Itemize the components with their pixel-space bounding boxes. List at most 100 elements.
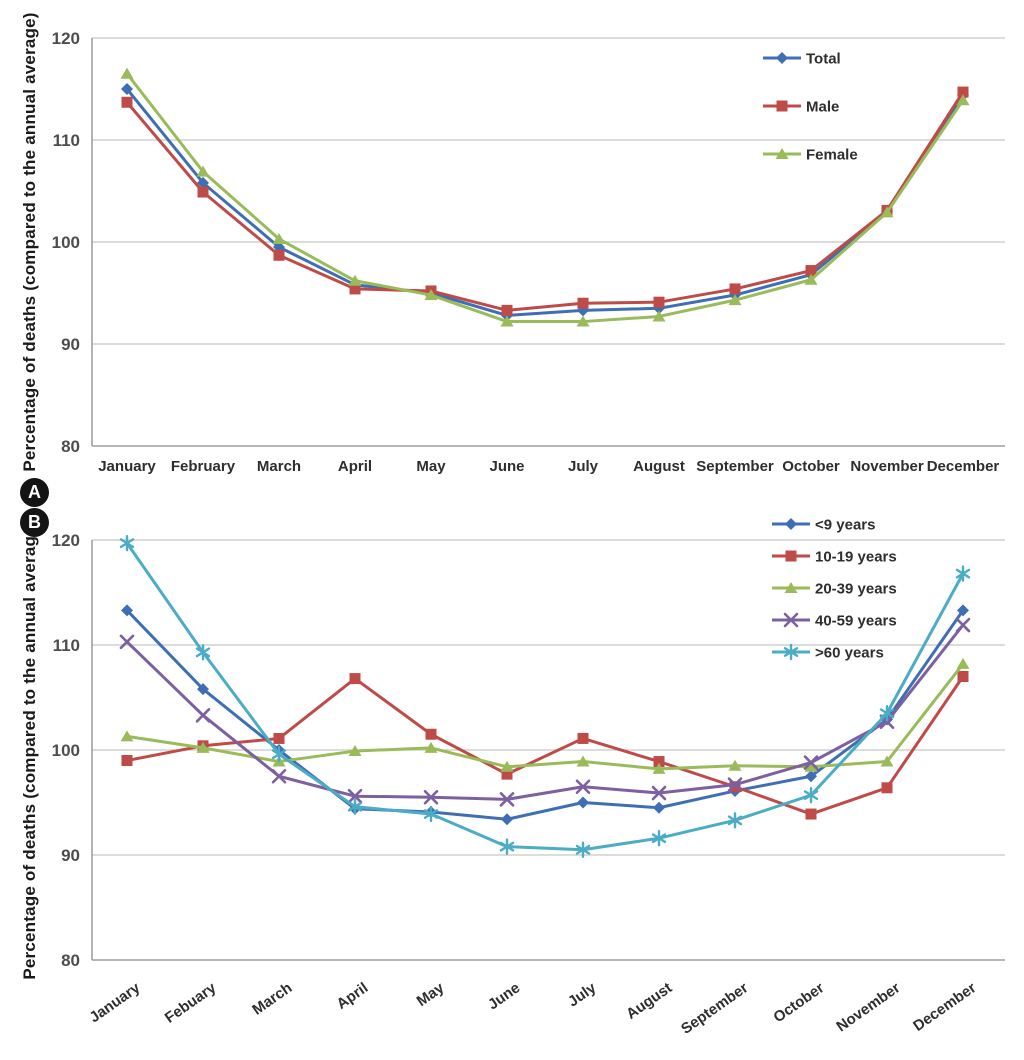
square-marker — [577, 732, 589, 744]
x-tick-label-november: November — [850, 458, 924, 475]
x-tick-label-april: April — [334, 979, 372, 1013]
x-tick-label-july: July — [565, 979, 600, 1011]
x-marker — [803, 755, 819, 770]
square-marker — [729, 283, 741, 295]
x-marker — [783, 612, 799, 628]
asterisk-marker — [271, 746, 287, 763]
legend-label: Male — [806, 99, 839, 116]
square-marker — [273, 732, 285, 744]
triangle-marker — [272, 232, 286, 244]
diamond-marker — [197, 176, 209, 189]
triangle-marker — [576, 755, 590, 767]
y-tick-label: 90 — [61, 335, 80, 354]
axes — [91, 38, 1005, 447]
asterisk-marker — [783, 643, 799, 661]
y-tick-label: 120 — [52, 531, 80, 550]
chart-a: 80 90 100 110 120 January February March April Ma… — [52, 29, 1005, 475]
diamond-marker — [501, 813, 513, 826]
square-marker — [805, 808, 817, 820]
legend-item-60-years: >60 years — [772, 643, 884, 662]
square-marker — [957, 86, 969, 98]
series-male — [121, 86, 969, 316]
legend-item-9-years: <9 years — [772, 517, 875, 534]
y-tick-label: 110 — [53, 131, 80, 150]
x-tick-labels: January Febuary March April May June July Augus… — [86, 979, 979, 1038]
legend-item-20-39-years: 20-39 years — [772, 581, 897, 598]
triangle-marker — [500, 315, 514, 327]
asterisk-marker — [955, 565, 971, 582]
triangle-marker — [424, 741, 438, 753]
legend-label: Female — [806, 147, 858, 164]
square-marker — [273, 249, 285, 261]
diamond-marker — [805, 770, 817, 783]
asterisk-marker — [423, 805, 439, 823]
x-tick-label-august: August — [623, 979, 675, 1023]
x-tick-label-february: February — [171, 458, 236, 475]
x-tick-label-febuary: Febuary — [162, 979, 220, 1027]
legend-label: <9 years — [815, 517, 875, 534]
diamond-marker — [785, 518, 797, 530]
legend-label: 40-59 years — [815, 613, 897, 630]
y-tick-label: 80 — [61, 437, 80, 456]
asterisk-marker — [195, 644, 211, 661]
series-line — [125, 609, 965, 821]
square-marker — [425, 728, 437, 740]
y-tick-label: 90 — [61, 846, 80, 865]
square-marker — [121, 96, 133, 108]
x-marker — [195, 708, 211, 723]
x-tick-label-august: August — [633, 458, 685, 475]
x-tick-label-march: March — [249, 979, 295, 1018]
triangle-marker — [784, 582, 798, 593]
square-marker — [349, 673, 361, 685]
x-tick-label-january: January — [86, 979, 143, 1026]
legend-item-10-19-years: 10-19 years — [772, 549, 897, 566]
x-tick-label-november: November — [833, 979, 903, 1035]
triangle-marker — [348, 745, 362, 757]
x-tick-label-december: December — [927, 458, 1000, 475]
x-tick-label-october: October — [770, 979, 827, 1026]
legend-label: >60 years — [815, 645, 884, 662]
triangle-marker — [804, 273, 818, 285]
x-tick-label-april: April — [338, 458, 372, 475]
triangle-marker — [576, 315, 590, 327]
series-60-years — [119, 534, 971, 858]
series-line — [125, 542, 965, 852]
diamond-marker — [197, 683, 209, 696]
panel-a-badge-label: A — [28, 482, 41, 502]
triangle-marker — [804, 760, 818, 772]
asterisk-marker — [347, 798, 363, 815]
triangle-marker — [956, 94, 970, 106]
gridlines — [92, 37, 1005, 345]
panel-a: Percentage of deaths (compared to the an… — [0, 0, 1024, 510]
chart-b: 80 90 100 110 120 January Febuary March April May… — [52, 517, 1005, 1038]
triangle-marker — [500, 760, 514, 772]
x-tick-label-may: May — [416, 458, 446, 475]
diamond-marker — [121, 83, 133, 95]
triangle-marker — [652, 762, 666, 774]
legend: <9 years 10-19 years 20-39 years 40-59 year… — [772, 517, 897, 662]
triangle-marker — [120, 730, 134, 742]
triangle-marker — [728, 759, 742, 771]
x-marker — [423, 789, 439, 805]
triangle-marker — [196, 165, 210, 177]
series-line — [125, 72, 965, 324]
legend: Total Male Female — [763, 51, 858, 164]
square-marker — [349, 283, 361, 295]
square-marker — [881, 782, 893, 794]
x-tick-label-june: June — [489, 458, 524, 475]
x-tick-label-january: January — [98, 458, 156, 475]
series-line — [125, 91, 965, 312]
x-marker — [271, 768, 287, 784]
legend-item-male: Male — [763, 99, 839, 116]
series-female — [120, 67, 970, 327]
panel-b-badge-label: B — [28, 512, 41, 532]
y-tick-label: 120 — [52, 29, 80, 48]
x-tick-labels: January February March April May June July Augu… — [98, 458, 999, 475]
y-tick-labels: 80 90 100 110 120 — [52, 531, 80, 970]
panel-b-badge: B — [20, 508, 49, 537]
asterisk-marker — [803, 786, 819, 804]
x-tick-label-march: March — [257, 458, 301, 475]
square-marker — [805, 265, 817, 277]
y-tick-label: 80 — [61, 951, 80, 970]
